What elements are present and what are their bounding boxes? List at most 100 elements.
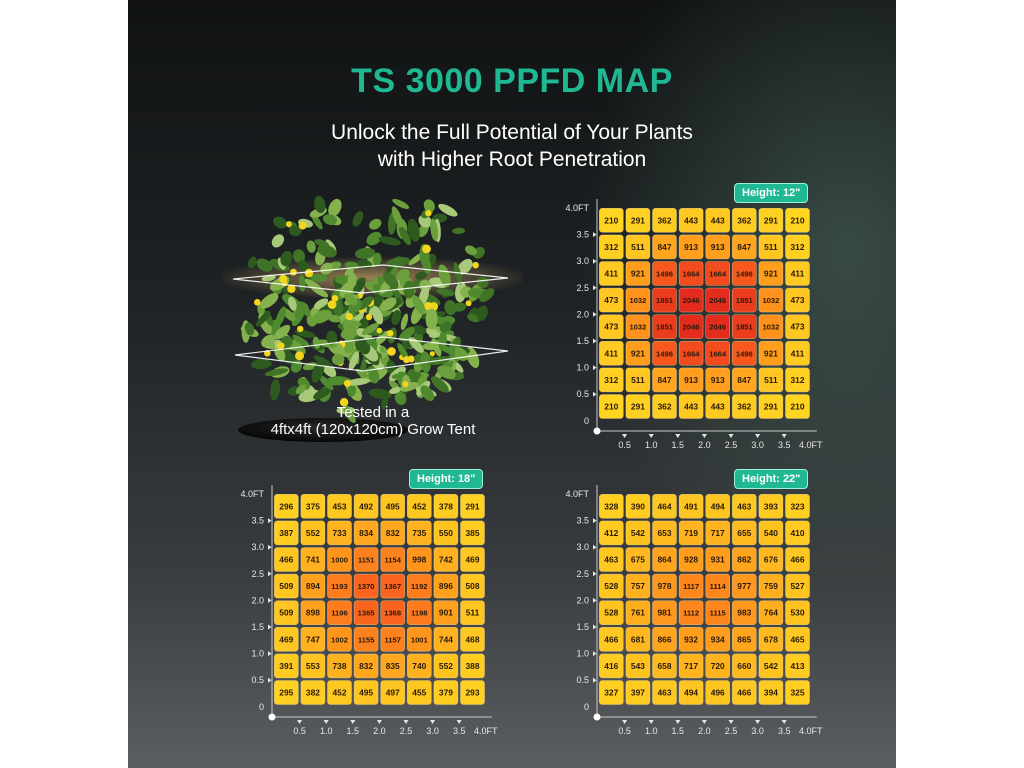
y-tick-label: 3.0 (576, 542, 589, 552)
leaf (352, 211, 364, 227)
heatmap-cell (327, 494, 352, 519)
test-caption-line-1: Tested in a (336, 404, 410, 421)
x-tick-label: 0.5 (618, 726, 631, 736)
heatmap-cell (598, 367, 624, 393)
heatmap-value: 898 (306, 608, 320, 618)
heatmap-cell (273, 494, 299, 519)
heatmap-value: 757 (631, 581, 645, 591)
heatmap-cell (732, 600, 757, 625)
heatmap-cell (433, 494, 459, 519)
x-tick-marker (376, 720, 382, 724)
leaf (275, 306, 287, 327)
heatmap-value: 2046 (709, 296, 726, 305)
heatmap-value: 511 (631, 375, 645, 385)
heatmap-cell (460, 653, 485, 679)
heatmap-cell (353, 627, 379, 652)
leaf (467, 313, 480, 323)
flower (254, 299, 261, 306)
heatmap-cell (407, 573, 432, 599)
heatmap-value: 847 (737, 375, 751, 385)
page-title: TS 3000 PPFD MAP (351, 62, 673, 100)
heatmap-cell (652, 314, 677, 339)
heatmap-cell (652, 494, 677, 519)
leaf (386, 257, 410, 267)
y-tick-label: 1.0 (576, 649, 589, 659)
flower (343, 379, 351, 387)
leaf (415, 271, 428, 280)
heatmap-value: 717 (711, 528, 725, 538)
heatmap-value: 741 (306, 555, 320, 565)
leaf (319, 375, 334, 391)
heatmap-cell (598, 394, 624, 419)
heatmap-value: 913 (684, 375, 698, 385)
heatmap-value: 1157 (384, 635, 400, 644)
heatmap-value: 1851 (736, 296, 754, 305)
heatmap-value: 1114 (710, 582, 727, 591)
heatmap-value: 865 (737, 634, 751, 644)
flower (345, 313, 353, 321)
flower (422, 244, 431, 254)
height-badge: Height: 12" (734, 183, 809, 203)
leaf (391, 309, 402, 325)
leaf (369, 218, 382, 230)
heatmap-cell (433, 627, 459, 652)
heatmap-cell (705, 367, 730, 393)
x-tick-label: 1.0 (645, 726, 658, 736)
heatmap-value: 210 (604, 402, 618, 412)
flower (465, 300, 472, 307)
y-tick-label: 0 (584, 416, 589, 426)
heatmap-cell (758, 547, 784, 572)
y-tick-label: 3.5 (576, 516, 589, 526)
heatmap-cell (433, 547, 459, 572)
heatmap-cell (785, 261, 810, 286)
ppfd-heatmap-22in: 4.0FT 3.5 3.0 2.5 2.0 1.5 1.0 0.5 0 0.5 1.0 1.5 2.0 2… (555, 469, 825, 743)
leaf (366, 231, 382, 246)
heatmap-cell (758, 341, 784, 366)
heatmap-value: 921 (631, 269, 645, 279)
heatmap-value: 468 (466, 634, 480, 644)
heatmap-value: 1496 (736, 270, 753, 279)
heatmap-cell (652, 680, 677, 705)
heatmap-cell (598, 573, 624, 599)
heatmap-cell (460, 627, 485, 652)
heatmap-cell (273, 600, 299, 625)
heatmap-cell (732, 234, 757, 260)
heatmap-value: 210 (604, 215, 618, 225)
flower (327, 300, 337, 309)
heatmap-cell (625, 234, 651, 260)
leaf (453, 262, 463, 285)
heatmap-cell (625, 680, 651, 705)
heatmap-value: 464 (658, 501, 672, 511)
heatmap-cell (758, 653, 784, 679)
leaf (407, 368, 423, 383)
y-tick-marker (268, 651, 272, 657)
heatmap-value: 511 (466, 608, 480, 618)
leaf (314, 195, 326, 214)
heatmap-cell (433, 680, 459, 705)
heatmap-value: 494 (684, 688, 698, 698)
x-tick-marker (755, 434, 761, 438)
heatmap-value: 411 (605, 269, 619, 279)
heatmap-cell (273, 627, 299, 652)
heatmap-cell (652, 547, 677, 572)
heatmap-cell (678, 653, 704, 679)
heatmap-value: 390 (631, 501, 645, 511)
test-caption-line-2: 4ftx4ft (120x120cm) Grow Tent (270, 421, 476, 438)
heatmap-cell (758, 261, 784, 286)
heatmap-cell (785, 520, 810, 546)
heatmap-cell (678, 208, 704, 233)
heatmap-cell (705, 627, 730, 652)
flower (331, 295, 339, 302)
x-tick-label: 2.0 (698, 440, 711, 450)
heatmap-svg: 4.0FT 3.5 3.0 2.5 2.0 1.5 1.0 0.5 0 0.5 1.0 1.5 2.0 2… (240, 485, 498, 736)
heatmap-value: 866 (658, 634, 672, 644)
heatmap-value: 1032 (762, 296, 779, 305)
heatmap-cell (273, 680, 299, 705)
heatmap-value: 443 (684, 402, 698, 412)
x-tick-marker (648, 434, 654, 438)
heatmap-value: 327 (604, 688, 618, 698)
heatmap-value: 2046 (683, 323, 700, 332)
heatmap-cell (625, 627, 651, 652)
leaf (251, 358, 272, 370)
flower (287, 284, 296, 293)
